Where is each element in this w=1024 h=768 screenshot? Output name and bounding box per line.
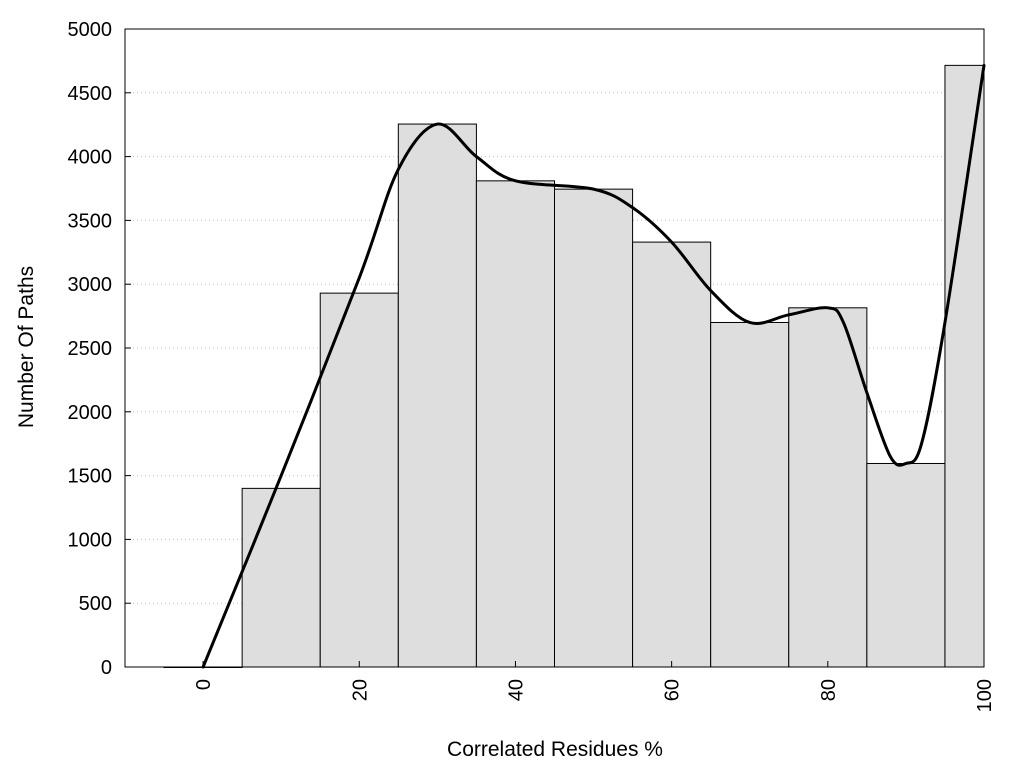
- x-tick-label-4: 80: [818, 679, 840, 701]
- y-tick-label-2: 1000: [68, 529, 113, 551]
- x-tick-label-5: 100: [974, 679, 996, 712]
- x-tick-label-3: 60: [662, 679, 684, 701]
- x-tick-label-2: 40: [505, 679, 527, 701]
- x-axis: 0 20 40 60 80 100: [193, 661, 996, 712]
- x-axis-title: Correlated Residues %: [447, 738, 663, 761]
- histogram-bar-4: [475, 180, 555, 668]
- y-tick-label-1: 500: [79, 593, 112, 615]
- histogram-bar-3: [397, 123, 477, 668]
- y-axis: 0 500 1000 1500 2000 2500 3000 3500 4000 4500 5000: [68, 19, 131, 679]
- y-tick-label-5: 2500: [68, 338, 113, 360]
- y-tick-label-3: 1500: [68, 466, 113, 488]
- y-tick-label-8: 4000: [68, 147, 113, 169]
- y-tick-label-9: 4500: [68, 83, 113, 105]
- histogram-bar-6: [632, 241, 712, 668]
- density-curve-layer: [201, 63, 986, 669]
- x-tick-label-0: 0: [193, 679, 215, 690]
- x-tick-label-1: 20: [349, 679, 371, 701]
- y-tick-label-6: 3000: [68, 274, 113, 296]
- y-tick-label-7: 3500: [68, 210, 113, 232]
- histogram-bar-9: [866, 462, 946, 668]
- y-tick-label-10: 5000: [68, 19, 113, 41]
- histogram-bar-5: [554, 188, 634, 668]
- y-tick-label-4: 2000: [68, 402, 113, 424]
- histogram-bar-7: [710, 321, 790, 668]
- density-curve: [201, 63, 986, 669]
- histogram-bars: [163, 64, 985, 668]
- histogram-bar-1: [241, 487, 321, 668]
- histogram-bar-8: [788, 307, 868, 668]
- y-axis-title: Number Of Paths: [15, 266, 38, 428]
- y-tick-label-0: 0: [101, 657, 112, 679]
- histogram-bar-10: [944, 64, 985, 668]
